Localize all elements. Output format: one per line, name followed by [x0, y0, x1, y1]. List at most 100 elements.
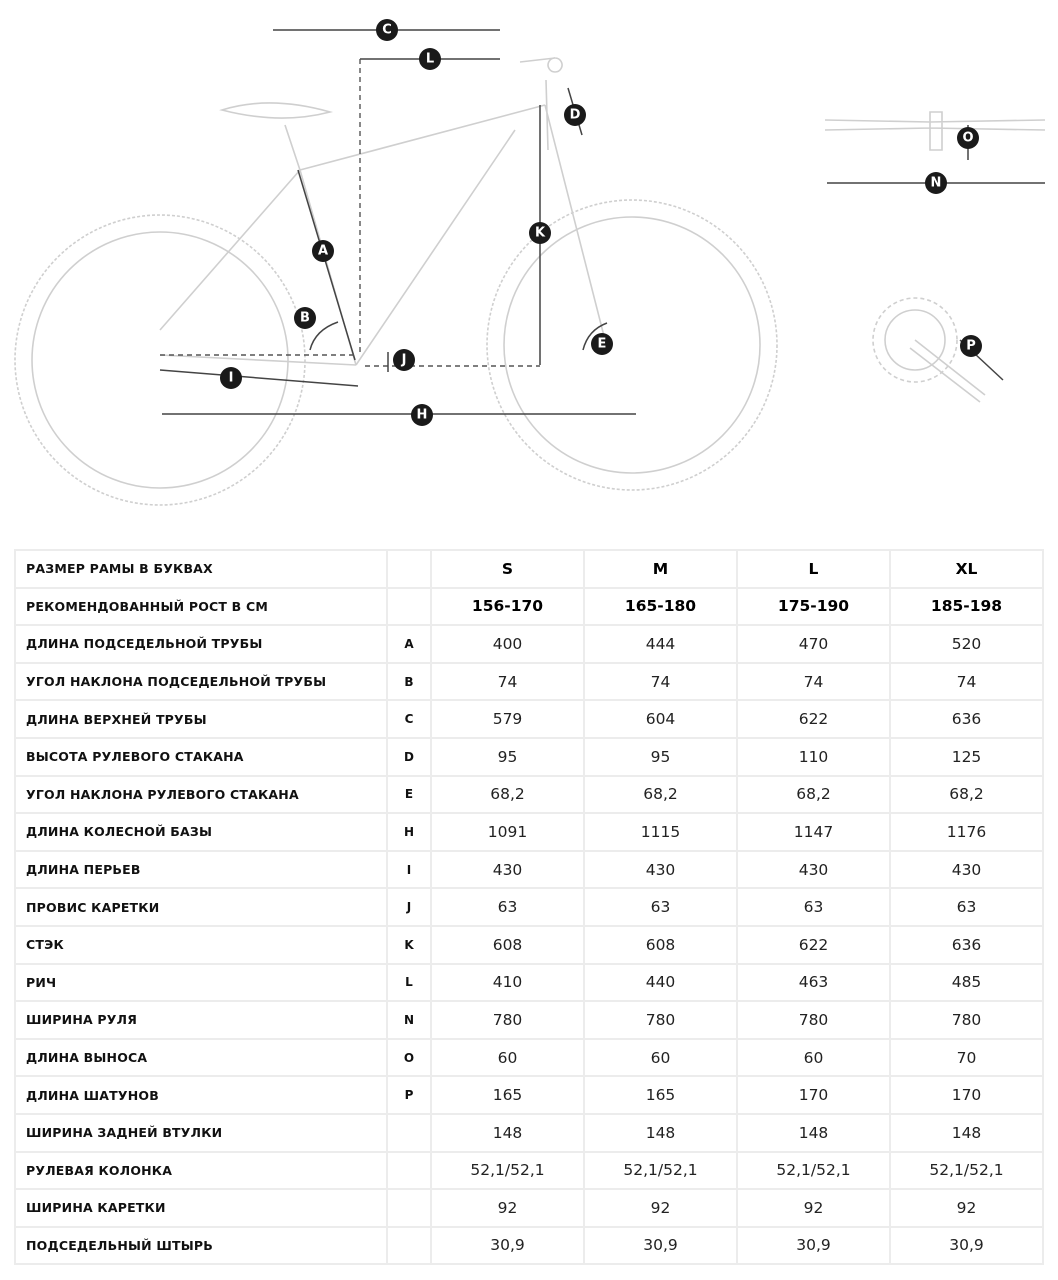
svg-text:J: J [401, 353, 407, 368]
cell-size-s: 165 [432, 1077, 583, 1113]
cell-size-xl: 485 [891, 964, 1042, 1001]
row-label: ДЛИНА ПЕРЬЕВ [16, 851, 386, 888]
cell-size-m: 92 [585, 1190, 736, 1226]
cell-size-s: 30,9 [432, 1227, 583, 1264]
table-row: ДЛИНА ПОДСЕДЕЛЬНОЙ ТРУБЫ A 400 444 470 520 [16, 626, 1042, 662]
cell-size-m: M [585, 551, 736, 587]
cell-size-l: 170 [738, 1077, 889, 1113]
cell-size-m: 74 [585, 663, 736, 700]
cell-size-s: 156-170 [432, 588, 583, 625]
cell-size-l: 1147 [738, 814, 889, 850]
row-letter [388, 1190, 430, 1226]
row-label: ПОДСЕДЕЛЬНЫЙ ШТЫРЬ [16, 1227, 386, 1264]
table-row: РЕКОМЕНДОВАННЫЙ РОСТ В СМ 156-170 165-180 1… [16, 588, 1042, 625]
cell-size-l: 430 [738, 851, 889, 888]
svg-text:O: O [962, 131, 973, 146]
marker-c: C [376, 19, 398, 41]
row-letter: P [388, 1077, 430, 1113]
cell-size-m: 30,9 [585, 1227, 736, 1264]
cell-size-l: 622 [738, 926, 889, 963]
cell-size-l: 30,9 [738, 1227, 889, 1264]
table-row: ДЛИНА ПЕРЬЕВ I 430 430 430 430 [16, 851, 1042, 888]
cell-size-l: 463 [738, 964, 889, 1001]
cell-size-l: 175-190 [738, 588, 889, 625]
svg-text:P: P [966, 339, 976, 354]
cell-size-s: 63 [432, 889, 583, 925]
marker-d: D [564, 104, 586, 126]
svg-text:L: L [426, 52, 434, 67]
cell-size-xl: 780 [891, 1002, 1042, 1038]
cell-size-s: 608 [432, 926, 583, 963]
cell-size-s: 148 [432, 1114, 583, 1151]
row-label: РУЛЕВАЯ КОЛОНКА [16, 1152, 386, 1189]
marker-p: P [960, 335, 982, 357]
table-row: РУЛЕВАЯ КОЛОНКА 52,1/52,1 52,1/52,1 52,1/52… [16, 1152, 1042, 1189]
cell-size-l: 92 [738, 1190, 889, 1226]
cell-size-m: 165 [585, 1077, 736, 1113]
row-label: ДЛИНА ВЫНОСА [16, 1039, 386, 1076]
row-label: УГОЛ НАКЛОНА ПОДСЕДЕЛЬНОЙ ТРУБЫ [16, 663, 386, 700]
bike-outline [14, 57, 1046, 506]
svg-text:C: C [382, 23, 392, 38]
table-row: ДЛИНА ВЫНОСА O 60 60 60 70 [16, 1039, 1042, 1076]
svg-text:E: E [598, 337, 607, 352]
marker-e: E [591, 333, 613, 355]
cell-size-s: 410 [432, 964, 583, 1001]
marker-k: K [529, 222, 551, 244]
row-letter: E [388, 776, 430, 813]
cell-size-xl: 74 [891, 663, 1042, 700]
row-letter: N [388, 1002, 430, 1038]
row-label: ШИРИНА КАРЕТКИ [16, 1190, 386, 1226]
table-row: ПОДСЕДЕЛЬНЫЙ ШТЫРЬ 30,9 30,9 30,9 30,9 [16, 1227, 1042, 1264]
cell-size-xl: 63 [891, 889, 1042, 925]
cell-size-s: S [432, 551, 583, 587]
row-letter: C [388, 701, 430, 737]
cell-size-xl: 92 [891, 1190, 1042, 1226]
cell-size-s: 60 [432, 1039, 583, 1076]
cell-size-s: 579 [432, 701, 583, 737]
marker-l: L [419, 48, 441, 70]
table-row: РАЗМЕР РАМЫ В БУКВАХ S M L XL [16, 551, 1042, 587]
marker-j: J [393, 349, 415, 371]
cell-size-s: 780 [432, 1002, 583, 1038]
cell-size-m: 440 [585, 964, 736, 1001]
cell-size-xl: 636 [891, 701, 1042, 737]
cell-size-xl: 185-198 [891, 588, 1042, 625]
cell-size-xl: 636 [891, 926, 1042, 963]
cell-size-m: 608 [585, 926, 736, 963]
cell-size-xl: 170 [891, 1077, 1042, 1113]
row-letter: J [388, 889, 430, 925]
table-row: РИЧ L 410 440 463 485 [16, 964, 1042, 1001]
row-letter: I [388, 851, 430, 888]
cell-size-l: 470 [738, 626, 889, 662]
row-letter: A [388, 626, 430, 662]
row-letter [388, 551, 430, 587]
marker-n: N [925, 172, 947, 194]
row-label: ДЛИНА ПОДСЕДЕЛЬНОЙ ТРУБЫ [16, 626, 386, 662]
table-row: ВЫСОТА РУЛЕВОГО СТАКАНА D 95 95 110 125 [16, 738, 1042, 775]
cell-size-s: 74 [432, 663, 583, 700]
row-letter: H [388, 814, 430, 850]
geometry-table: РАЗМЕР РАМЫ В БУКВАХ S M L XL РЕКОМЕНДОВАННЫЙ… [14, 549, 1044, 1266]
row-letter [388, 1152, 430, 1189]
row-label: ШИРИНА РУЛЯ [16, 1002, 386, 1038]
row-letter: B [388, 663, 430, 700]
table-row: УГОЛ НАКЛОНА РУЛЕВОГО СТАКАНА E 68,2 68,2 68… [16, 776, 1042, 813]
svg-text:H: H [417, 408, 428, 423]
row-label: ДЛИНА КОЛЕСНОЙ БАЗЫ [16, 814, 386, 850]
row-label: ДЛИНА ВЕРХНЕЙ ТРУБЫ [16, 701, 386, 737]
marker-i: I [220, 367, 242, 389]
cell-size-xl: 520 [891, 626, 1042, 662]
table-row: СТЭК K 608 608 622 636 [16, 926, 1042, 963]
row-letter: L [388, 964, 430, 1001]
marker-b: B [294, 307, 316, 329]
cell-size-m: 780 [585, 1002, 736, 1038]
cell-size-xl: XL [891, 551, 1042, 587]
cell-size-s: 68,2 [432, 776, 583, 813]
row-label: ВЫСОТА РУЛЕВОГО СТАКАНА [16, 738, 386, 775]
cell-size-m: 148 [585, 1114, 736, 1151]
cell-size-m: 444 [585, 626, 736, 662]
marker-h: H [411, 404, 433, 426]
cell-size-m: 1115 [585, 814, 736, 850]
row-letter [388, 1227, 430, 1264]
